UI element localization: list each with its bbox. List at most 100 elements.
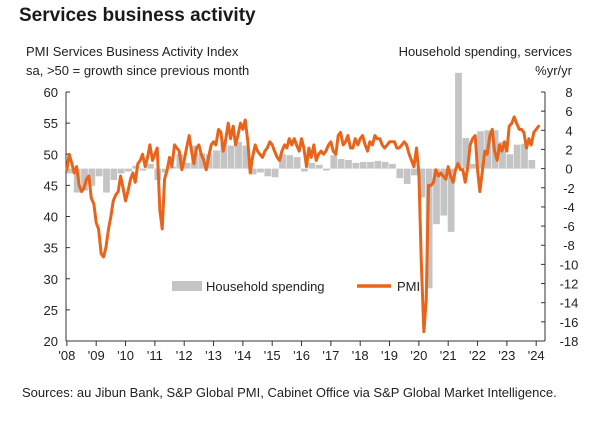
household-bar [396, 168, 404, 179]
legend-household-label: Household spending [206, 279, 325, 294]
x-tick-label: '21 [440, 348, 457, 363]
x-tick-label: '17 [322, 348, 339, 363]
household-bar [455, 72, 462, 169]
left-axis-title-line1: PMI Services Business Activity Index [26, 44, 239, 59]
household-bar [213, 150, 220, 169]
household-bar [381, 161, 389, 169]
household-bar [521, 143, 528, 169]
household-bar [132, 165, 140, 169]
household-bar [227, 145, 235, 169]
right-axis-title-line2: %yr/yr [535, 63, 572, 78]
household-bar [403, 168, 411, 184]
household-bar [462, 137, 470, 169]
right-axis-title: Household spending, services %yr/yr [399, 42, 572, 80]
household-bar [117, 168, 125, 174]
household-bar [418, 168, 426, 198]
household-bar [337, 159, 345, 169]
x-tick-label: '16 [293, 348, 310, 363]
household-bar [110, 168, 118, 181]
household-bar [220, 141, 228, 169]
household-bar [447, 168, 455, 232]
x-tick-label: '15 [264, 348, 281, 363]
household-bar [308, 162, 316, 169]
left-tick-label: 20 [44, 334, 58, 349]
household-bar [279, 154, 286, 169]
household-bar [359, 161, 367, 169]
household-bar [367, 161, 374, 169]
source-note: Sources: au Jibun Bank, S&P Global PMI, … [22, 385, 557, 400]
axes [65, 91, 546, 346]
left-tick-label: 60 [44, 85, 58, 100]
right-tick-label: -14 [560, 296, 579, 311]
right-tick-label: 8 [565, 85, 572, 100]
left-tick-label: 35 [44, 241, 58, 256]
right-tick-label: -6 [563, 219, 575, 234]
x-tick-label: '09 [88, 348, 105, 363]
right-tick-label: -18 [560, 334, 579, 349]
household-bar [95, 168, 103, 177]
pmi-line [65, 115, 541, 334]
household-bar [249, 168, 257, 175]
x-tick-label: '11 [147, 348, 163, 363]
household-bar [528, 160, 536, 169]
household-bar [139, 168, 147, 171]
household-bar [264, 168, 272, 177]
household-bar [103, 168, 110, 193]
household-bar [235, 141, 242, 169]
right-tick-label: -10 [560, 257, 579, 272]
household-bar [440, 168, 448, 216]
household-bar [499, 141, 506, 169]
x-tick-label: '13 [205, 348, 222, 363]
household-bar [147, 163, 154, 169]
x-tick-label: '20 [410, 348, 427, 363]
left-tick-label: 40 [44, 210, 58, 225]
household-bar [433, 168, 440, 225]
household-bar [66, 168, 74, 174]
tick-labels: 202530354045505560-18-16-14-12-10-8-6-4-… [44, 85, 579, 363]
household-bar [271, 168, 279, 178]
household-bar [345, 160, 352, 169]
x-tick-label: '22 [469, 348, 486, 363]
right-tick-label: 6 [565, 104, 572, 119]
household-bar [315, 164, 323, 169]
right-tick-label: -12 [560, 277, 579, 292]
household-bar [88, 168, 96, 186]
chart-title: Services business activity [19, 5, 256, 26]
household-bar [477, 131, 484, 169]
x-tick-label: '14 [234, 348, 251, 363]
x-tick-label: '24 [528, 348, 545, 363]
right-tick-label: -16 [560, 315, 579, 330]
household-bar [301, 168, 308, 172]
household-bar [411, 168, 418, 176]
legend: Household spending PMI [172, 279, 420, 294]
household-bar [469, 163, 477, 169]
pmi-line-group [65, 115, 541, 334]
right-axis-title-line1: Household spending, services [398, 44, 572, 59]
household-bar [513, 144, 521, 169]
household-bar [161, 168, 169, 173]
right-tick-label: 4 [565, 123, 572, 138]
x-tick-label: '10 [117, 348, 134, 363]
left-tick-label: 50 [44, 147, 58, 162]
household-bar [286, 155, 294, 169]
household-bar [125, 168, 132, 172]
left-axis-title-line2: sa, >50 = growth since previous month [26, 63, 250, 78]
left-axis-title: PMI Services Business Activity Index sa,… [26, 42, 249, 80]
household-bar [330, 155, 338, 169]
right-tick-label: -8 [563, 238, 575, 253]
left-tick-label: 30 [44, 272, 58, 287]
x-tick-label: '12 [176, 348, 193, 363]
household-bar [198, 153, 206, 169]
left-tick-label: 45 [44, 178, 58, 193]
x-tick-label: '23 [498, 348, 515, 363]
household-bar [257, 168, 264, 173]
right-tick-label: -4 [563, 200, 575, 215]
household-bar [242, 145, 250, 169]
household-bar [352, 162, 360, 169]
household-bar [389, 163, 396, 169]
household-bar [183, 162, 191, 169]
household-bar [81, 168, 88, 191]
x-tick-label: '08 [58, 348, 75, 363]
legend-pmi-label: PMI [397, 279, 420, 294]
